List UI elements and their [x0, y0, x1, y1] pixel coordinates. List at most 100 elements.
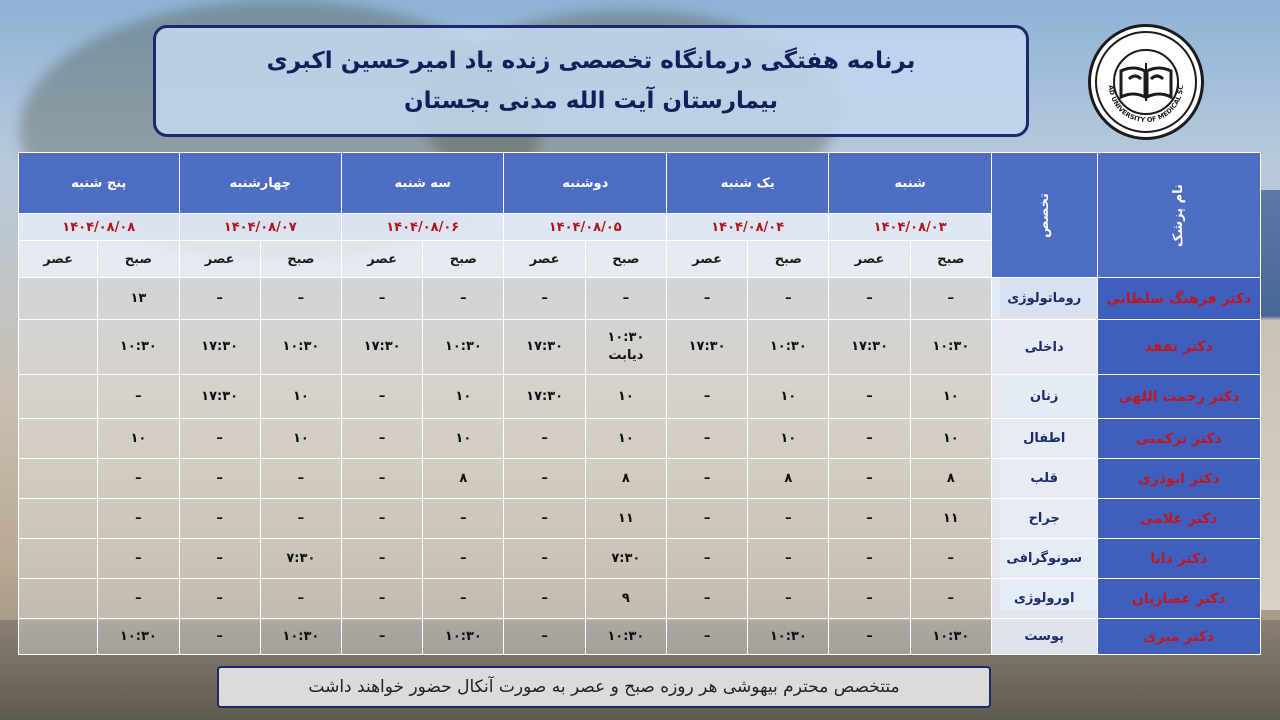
morning-slot: ۱۰ [584, 374, 667, 419]
morning-slot: – [747, 498, 830, 539]
morning-slot: – [97, 458, 180, 499]
doctor-name: دکتر غلامی [1096, 498, 1262, 539]
morning-slot: – [422, 277, 505, 320]
afternoon-slot: – [665, 374, 749, 419]
morning-slot: ۱۰ [747, 374, 830, 419]
morning-slot: ۱۰:۳۰ [97, 618, 180, 655]
afternoon-slot: ۱۷:۳۰ [178, 319, 261, 375]
date-header: ۱۴۰۴/۰۸/۰۴ [665, 213, 830, 241]
shift-morning-header: صبح [259, 240, 343, 278]
morning-slot: – [584, 277, 667, 320]
afternoon-slot: ۱۷:۳۰ [503, 319, 586, 375]
afternoon-slot: – [178, 618, 261, 655]
morning-slot: ۱۰ [422, 374, 505, 419]
date-header: ۱۴۰۴/۰۸/۰۷ [178, 213, 343, 241]
afternoon-slot [17, 618, 99, 655]
morning-slot: – [747, 277, 830, 320]
shift-morning-header: صبح [747, 240, 830, 278]
afternoon-slot [17, 458, 99, 499]
doctor-name: دکتر عصاریان [1096, 578, 1262, 619]
afternoon-slot: – [503, 498, 586, 539]
morning-slot: – [97, 538, 180, 579]
day-header: دوشنبه [503, 152, 667, 214]
morning-slot: ۷:۳۰ [259, 538, 343, 579]
doctor-name: دکتر ابوذری [1096, 458, 1262, 499]
morning-slot: ۸ [584, 458, 667, 499]
morning-slot: – [747, 538, 830, 579]
doctor-name: دکتر تفقد [1096, 319, 1262, 375]
university-seal-icon: GONABAD UNIVERSITY OF MEDICAL SCIENCES [1088, 24, 1204, 140]
table-row: دکتر دانا سونوگرافی – – – –۷:۳۰– – –۷:۳۰– – [17, 538, 1262, 579]
specialty: سونوگرافی [990, 538, 1098, 579]
morning-slot: ۱۰ [747, 418, 830, 459]
afternoon-slot [17, 498, 99, 539]
afternoon-slot: ۱۷:۳۰ [665, 319, 749, 375]
afternoon-slot [17, 578, 99, 619]
afternoon-slot: – [828, 277, 911, 320]
morning-slot: – [259, 498, 343, 539]
afternoon-slot: – [828, 578, 911, 619]
afternoon-slot: – [665, 538, 749, 579]
afternoon-slot: – [503, 618, 586, 655]
date-header: ۱۴۰۴/۰۸/۰۸ [18, 213, 180, 241]
day-header: سه شنبه [340, 152, 505, 214]
afternoon-slot: – [503, 277, 586, 320]
specialty: اطفال [990, 418, 1098, 459]
afternoon-slot: – [503, 458, 586, 499]
afternoon-slot: – [340, 618, 424, 655]
shift-afternoon-header: عصر [178, 240, 261, 278]
morning-slot: – [422, 578, 505, 619]
morning-slot: ۱۰ [909, 418, 992, 459]
afternoon-slot: – [665, 277, 749, 320]
doctor-name: دکتر رحمت اللهی [1096, 374, 1262, 419]
shift-morning-header: صبح [909, 240, 992, 278]
afternoon-slot: – [178, 578, 261, 619]
afternoon-slot: – [828, 618, 911, 655]
table-row: دکتر عصاریان اورولوژی – – – –۹– – – – – – [17, 578, 1262, 619]
schedule-table: نام پزشک تخصص شنبه یک شنبه دوشنبه سه شنب… [17, 152, 1262, 655]
shift-morning-header: صبح [584, 240, 667, 278]
morning-slot: ۸ [909, 458, 992, 499]
morning-slot: ۷:۳۰ [584, 538, 667, 579]
specialty: روماتولوژی [990, 277, 1098, 320]
afternoon-slot: ۱۷:۳۰ [828, 319, 911, 375]
afternoon-slot: – [178, 498, 261, 539]
afternoon-slot: – [665, 418, 749, 459]
day-header: پنج شنبه [18, 152, 180, 214]
morning-slot: – [97, 374, 180, 419]
morning-slot: ۱۰:۳۰ [747, 618, 830, 655]
morning-slot: ۱۰:۳۰ [97, 319, 180, 375]
date-header: ۱۴۰۴/۰۸/۰۶ [340, 213, 505, 241]
table-row: دکتر فرهنگ سلطانی روماتولوژی – – – – – – – – – –۱۳ [17, 277, 1262, 320]
morning-slot: ۱۰ [259, 418, 343, 459]
morning-slot: ۱۳ [97, 277, 180, 320]
morning-slot: ۹ [584, 578, 667, 619]
date-header: ۱۴۰۴/۰۸/۰۳ [828, 213, 992, 241]
afternoon-slot [17, 277, 99, 320]
doctor-name: دکتر میری [1096, 618, 1262, 655]
title-box: برنامه هفتگی درمانگاه تخصصی زنده یاد امی… [153, 25, 1029, 137]
morning-slot: ۱۰ [584, 418, 667, 459]
morning-slot: ۱۰:۳۰ [259, 618, 343, 655]
shift-afternoon-header: عصر [17, 240, 99, 278]
afternoon-slot: ۱۷:۳۰ [503, 374, 586, 419]
afternoon-slot [17, 374, 99, 419]
morning-slot: – [259, 277, 343, 320]
afternoon-slot: – [340, 374, 424, 419]
doctor-column-header: نام پزشک [1096, 152, 1262, 278]
footer-note: متتخصص محترم بیهوشی هر روزه صبح و عصر به… [217, 666, 991, 708]
table-row: دکتر ابوذری قلب ۸–۸–۸–۸– – – – [17, 458, 1262, 499]
morning-slot: ۸ [747, 458, 830, 499]
morning-slot: ۱۰ [422, 418, 505, 459]
morning-slot: – [422, 498, 505, 539]
specialty: اورولوژی [990, 578, 1098, 619]
morning-slot: ۱۱ [584, 498, 667, 539]
morning-slot: – [97, 578, 180, 619]
afternoon-slot: – [503, 418, 586, 459]
afternoon-slot: – [340, 538, 424, 579]
afternoon-slot: – [340, 578, 424, 619]
afternoon-slot: – [828, 498, 911, 539]
afternoon-slot: – [178, 538, 261, 579]
specialty: جراح [990, 498, 1098, 539]
morning-slot: ۱۰:۳۰ [909, 319, 992, 375]
